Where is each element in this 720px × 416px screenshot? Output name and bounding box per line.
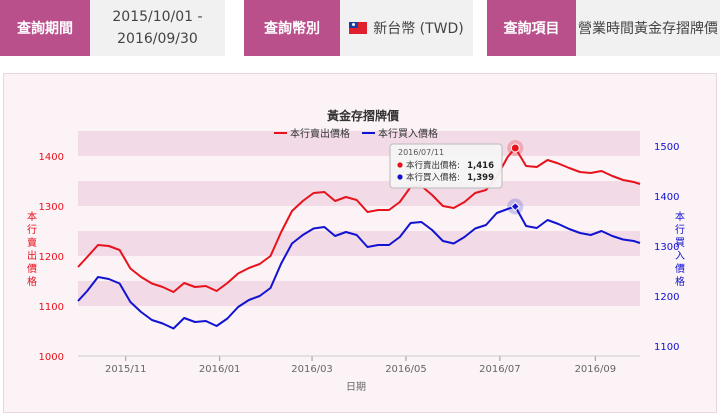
tooltip-series-name: 本行買入價格: [406,172,460,183]
currency-label: 查詢幣別 [244,0,340,56]
x-tick-label: 2016/09 [575,364,617,375]
axis-title-char: 買 [675,237,685,249]
legend-buy-label[interactable]: 本行買入價格 [378,127,438,140]
axis-title-char: 出 [27,249,37,262]
axis-title-char: 行 [675,223,685,236]
axis-title-char: 格 [675,275,685,288]
plot-band [78,231,640,256]
legend-sell-label[interactable]: 本行賣出價格 [290,127,350,140]
currency-value: 新台幣 (TWD) [340,0,473,56]
tooltip-bullet [397,174,403,180]
sell-price-line [77,147,641,293]
axis-title-char: 入 [675,251,685,262]
currency-text: 新台幣 (TWD) [373,21,464,37]
period-value: 2015/10/01 - 2016/09/30 [90,0,225,56]
y-left-tick-label: 1300 [39,202,64,213]
y-right-tick-label: 1300 [654,242,679,253]
y-left-tick-label: 1400 [39,152,64,163]
axis-title-char: 行 [27,223,37,236]
tooltip-series-value: 1,399 [467,173,494,183]
item-value: 營業時間黃金存摺牌價 [576,0,720,56]
y-right-tick-label: 1100 [654,342,679,353]
x-tick-label: 2016/07 [479,364,521,375]
x-axis-label: 日期 [346,381,366,393]
item-label: 查詢項目 [487,0,576,56]
chart-panel: 黃金存摺牌價 本行賣出價格 本行買入價格 1000 1100 1200 1300 140… [3,73,717,413]
tooltip: 2016/07/11 本行賣出價格: 1,416 本行買入價格: 1,399 [389,140,524,215]
tooltip-bullet [397,162,403,168]
y-left-tick-label: 1100 [39,302,64,313]
period-end: 2016/09/30 [117,31,198,47]
y-right-tick-label: 1500 [654,142,679,153]
chart-title: 黃金存摺牌價 [326,108,400,123]
plot-band [78,131,640,156]
query-bar: 查詢期間 2015/10/01 - 2016/09/30 查詢幣別 新台幣 (T… [0,0,720,56]
y-axis-right-label: 本行買入價格 [675,210,685,288]
tooltip-series-name: 本行賣出價格: [406,160,460,171]
buy-hover-point [510,201,520,212]
y-right-tick-label: 1200 [654,292,679,303]
y-axis-left-label: 本行賣出價格 [27,210,37,288]
y-left-tick-label: 1200 [39,252,64,263]
sell-hover-point [510,143,520,153]
x-tick-label: 2016/03 [291,364,333,375]
period-start: 2015/10/01 - [112,9,203,25]
tooltip-series-value: 1,416 [467,161,494,171]
period-label: 查詢期間 [0,0,90,56]
axis-title-char: 格 [27,275,37,288]
x-tick-label: 2015/11 [105,364,147,375]
buy-price-line [77,205,641,330]
axis-title-char: 價 [675,262,685,275]
tooltip-box [389,143,503,189]
axis-title-char: 價 [27,262,37,275]
tooltip-date: 2016/07/11 [398,148,444,157]
x-tick-label: 2016/05 [385,364,427,375]
axis-title-char: 本 [675,210,685,223]
legend: 本行賣出價格 本行買入價格 [274,127,438,140]
plot-band [78,281,640,306]
gold-price-chart: 黃金存摺牌價 本行賣出價格 本行買入價格 1000110012001300140… [27,108,685,393]
y-left-tick-label: 1000 [39,352,64,363]
axis-title-char: 本 [27,210,37,223]
y-right-tick-label: 1400 [654,192,679,203]
axis-title-char: 賣 [27,236,37,249]
x-tick-label: 2016/01 [199,364,241,375]
taiwan-flag-icon [349,22,368,34]
